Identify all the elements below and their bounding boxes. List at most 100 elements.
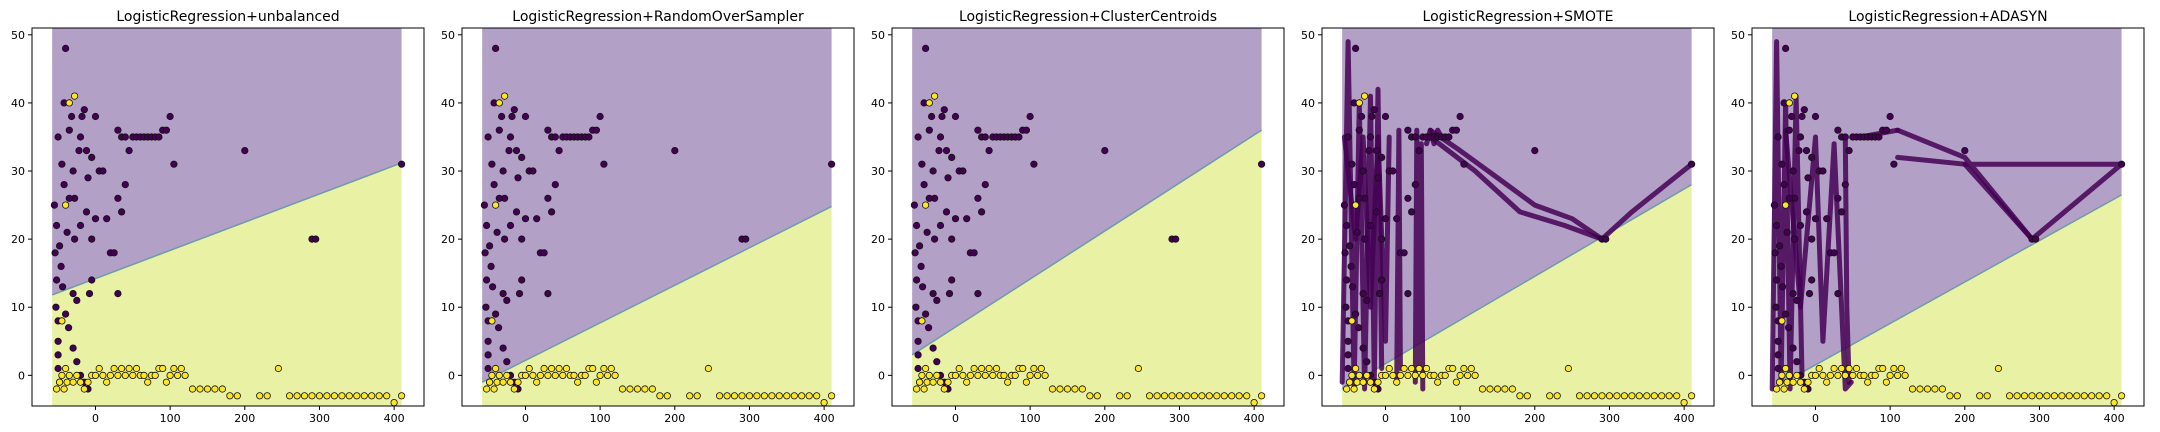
class1-point xyxy=(1160,392,1169,400)
class0-point xyxy=(484,337,492,345)
class1-point xyxy=(274,364,282,373)
class1-point xyxy=(521,371,530,379)
class0-point xyxy=(481,249,489,257)
class0-point xyxy=(1782,310,1790,318)
class0-point xyxy=(585,133,593,141)
class0-point xyxy=(1342,303,1350,311)
class1-point xyxy=(174,371,182,379)
class0-point xyxy=(1788,112,1796,121)
class0-point xyxy=(544,289,552,298)
class1-point xyxy=(805,392,813,400)
class1-point xyxy=(1434,378,1442,386)
class0-point xyxy=(490,181,498,189)
plot-area xyxy=(480,28,836,406)
class1-point xyxy=(633,385,642,393)
class0-point xyxy=(1404,126,1412,134)
x-tick-label: 400 xyxy=(1244,412,1265,425)
class1-point xyxy=(1000,371,1008,379)
class0-point xyxy=(76,133,85,141)
class1-point xyxy=(390,399,398,406)
class1-point xyxy=(514,378,522,386)
x-tick-label: 0 xyxy=(522,412,529,425)
class0-point xyxy=(485,242,494,250)
class0-point xyxy=(1778,160,1786,168)
class1-point xyxy=(1628,392,1636,400)
class1-point xyxy=(704,364,713,373)
class0-point xyxy=(52,303,60,311)
class1-point xyxy=(506,378,515,386)
class1-point xyxy=(1897,364,1905,373)
class0-point xyxy=(84,174,92,182)
class0-point xyxy=(912,303,920,311)
class1-point xyxy=(1650,392,1658,400)
class1-point xyxy=(1346,378,1354,386)
class0-point xyxy=(1785,126,1793,134)
class0-point xyxy=(1346,242,1354,250)
x-tick-label: 400 xyxy=(814,412,835,425)
class0-point xyxy=(1793,358,1801,366)
class0-point xyxy=(114,126,122,134)
synthetic-sample-band xyxy=(1394,127,1403,385)
class0-point xyxy=(948,153,956,161)
class1-point xyxy=(170,364,178,373)
class1-point xyxy=(151,371,159,379)
class0-point xyxy=(1445,133,1453,141)
class1-point xyxy=(1352,201,1360,209)
class1-point xyxy=(1785,99,1793,107)
x-tick-label: 300 xyxy=(1599,412,1620,425)
class0-point xyxy=(518,235,526,243)
class1-point xyxy=(1773,385,1781,393)
class1-point xyxy=(1778,317,1786,325)
class1-point xyxy=(1994,364,2003,373)
class1-point xyxy=(745,392,754,400)
class1-point xyxy=(1385,364,1393,373)
synthetic-sample-band xyxy=(1842,134,1852,385)
x-tick-label: 200 xyxy=(664,412,685,425)
class1-point xyxy=(1056,385,1064,393)
class0-point xyxy=(1378,153,1386,161)
class0-point xyxy=(85,289,94,298)
class0-point xyxy=(921,310,930,318)
class1-point xyxy=(144,378,152,386)
class1-point xyxy=(1258,392,1266,400)
class1-point xyxy=(966,371,975,379)
class1-point xyxy=(989,371,997,379)
class0-region xyxy=(912,28,1262,355)
class0-point xyxy=(1531,147,1539,155)
class1-point xyxy=(177,364,185,373)
class0-point xyxy=(1785,194,1793,202)
class0-point xyxy=(1411,181,1419,189)
class0-point xyxy=(484,133,492,141)
class1-point xyxy=(159,364,167,373)
class1-point xyxy=(1841,371,1849,379)
class0-point xyxy=(942,147,951,155)
class1-point xyxy=(1374,378,1382,386)
decision-boundary xyxy=(1771,194,2122,390)
class0-point xyxy=(1372,147,1381,155)
class0-point xyxy=(1793,296,1801,304)
class0-region xyxy=(1772,28,2122,389)
chart-panel: 0 100 200 300 400 0 10 20 30 40 50 LogisticRegressi… xyxy=(441,9,855,425)
class0-point xyxy=(827,160,836,168)
class0-point xyxy=(506,133,515,141)
class0-point xyxy=(71,235,79,243)
class1-point xyxy=(1205,392,1213,400)
class1-point xyxy=(1366,378,1375,386)
class0-point xyxy=(1961,147,1969,155)
class1-point xyxy=(338,392,346,400)
class0-point xyxy=(959,167,967,175)
class1-point xyxy=(977,364,986,373)
class1-point xyxy=(533,378,541,386)
class1-point xyxy=(1791,92,1799,100)
class0-point xyxy=(977,208,986,216)
x-tick-label: 200 xyxy=(234,412,255,425)
class0-point xyxy=(82,208,91,216)
class1-point xyxy=(603,371,612,379)
class1-point xyxy=(1190,392,1199,400)
class0-point xyxy=(1834,289,1842,298)
class0-point xyxy=(1359,289,1367,298)
class0-point xyxy=(54,133,62,141)
class1-point xyxy=(918,371,926,379)
class1-point xyxy=(491,364,500,373)
class0-point xyxy=(482,276,491,284)
